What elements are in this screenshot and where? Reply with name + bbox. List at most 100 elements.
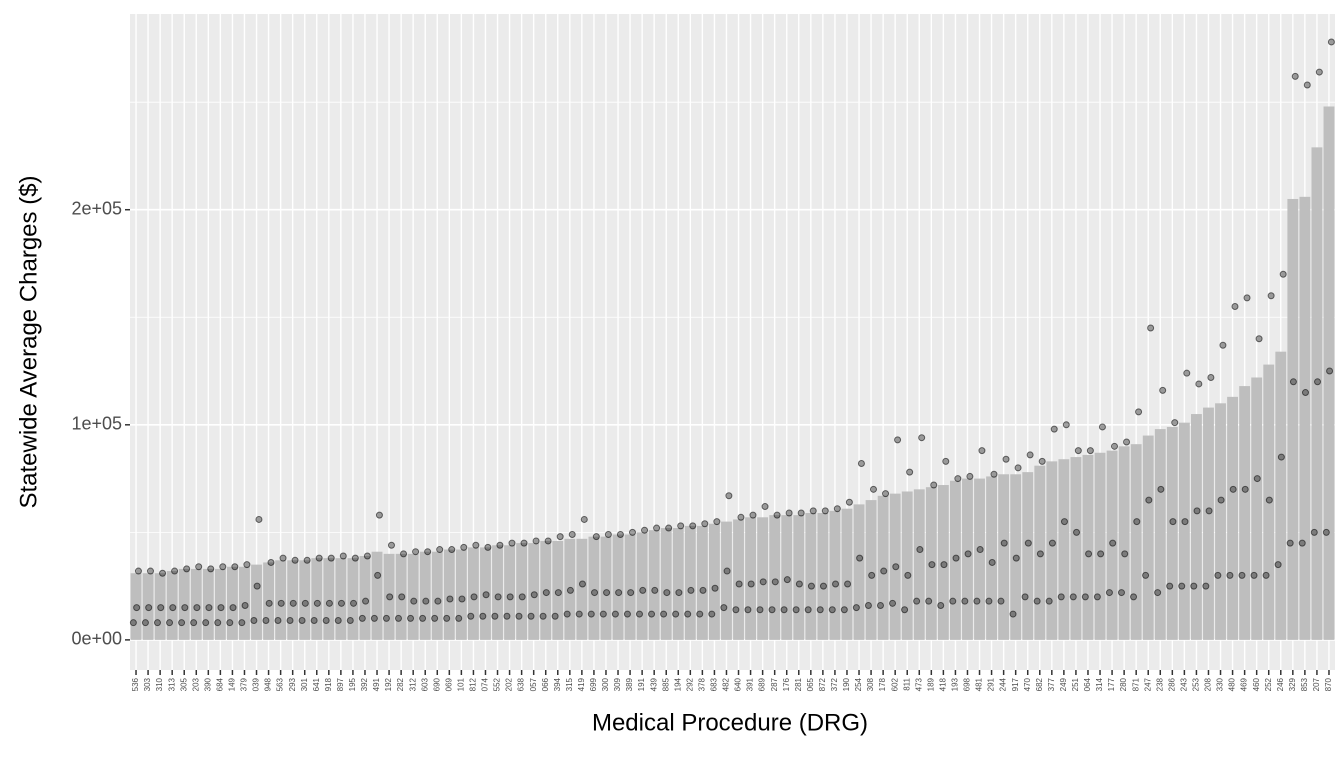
- x-tick-label: 243: [1179, 677, 1188, 691]
- bar: [1046, 461, 1058, 640]
- bar: [853, 504, 865, 640]
- point: [1117, 589, 1125, 597]
- bar: [431, 551, 443, 640]
- point: [735, 580, 743, 588]
- point: [780, 606, 788, 614]
- x-tick-label: 251: [1071, 677, 1080, 691]
- bar: [516, 543, 528, 640]
- point: [472, 541, 480, 549]
- point: [1219, 341, 1227, 349]
- x-tick-label: 552: [493, 677, 502, 691]
- point: [828, 606, 836, 614]
- x-tick-label: 470: [1023, 677, 1032, 691]
- point: [616, 530, 624, 538]
- point: [961, 597, 969, 605]
- x-tick-label: 812: [469, 677, 478, 691]
- point: [1226, 571, 1234, 579]
- bar: [937, 485, 949, 640]
- point: [821, 507, 829, 515]
- point: [1238, 571, 1246, 579]
- point: [575, 610, 583, 618]
- point: [1231, 303, 1239, 311]
- point: [952, 554, 960, 562]
- point: [744, 606, 752, 614]
- point: [804, 606, 812, 614]
- bar: [745, 517, 756, 640]
- point: [876, 601, 884, 609]
- bar: [383, 553, 395, 640]
- x-tick-label: 699: [589, 677, 598, 691]
- point: [1093, 593, 1101, 601]
- point: [387, 541, 395, 549]
- point: [1195, 380, 1203, 388]
- x-tick-label: 203: [191, 677, 200, 691]
- point: [568, 530, 576, 538]
- point: [370, 614, 378, 622]
- bar: [648, 530, 660, 640]
- point: [532, 537, 540, 545]
- bar: [564, 538, 576, 640]
- point: [400, 550, 408, 558]
- x-tick-label: 563: [276, 677, 285, 691]
- x-tick-label: 885: [661, 677, 670, 691]
- point: [1255, 335, 1263, 343]
- point: [277, 599, 285, 607]
- point: [795, 580, 803, 588]
- point: [1135, 408, 1143, 416]
- point: [496, 541, 504, 549]
- point: [214, 619, 222, 627]
- x-tick-label: 378: [697, 677, 706, 691]
- point: [840, 606, 848, 614]
- bar: [974, 478, 985, 640]
- point: [563, 610, 571, 618]
- x-tick-label: 101: [456, 677, 465, 691]
- point: [1267, 292, 1275, 300]
- point: [434, 597, 442, 605]
- bar: [323, 558, 335, 640]
- x-tick-label: 853: [1300, 677, 1309, 691]
- bar: [684, 525, 696, 640]
- point: [701, 520, 709, 528]
- point: [166, 619, 174, 627]
- point: [954, 475, 962, 483]
- bar: [263, 562, 274, 640]
- point: [1253, 475, 1261, 483]
- bar: [1118, 446, 1130, 640]
- x-tick-label: 310: [155, 677, 164, 691]
- point: [756, 606, 764, 614]
- point: [1274, 561, 1282, 569]
- point: [315, 554, 323, 562]
- point: [412, 548, 420, 556]
- x-tick-label: 177: [1107, 677, 1116, 691]
- bar: [443, 549, 455, 640]
- bar: [817, 512, 829, 640]
- point: [566, 586, 574, 594]
- bar: [901, 491, 913, 640]
- point: [857, 460, 865, 468]
- x-tick-label: 194: [673, 677, 682, 691]
- x-tick-label: 238: [1155, 677, 1164, 691]
- point: [443, 614, 451, 622]
- bar: [636, 532, 648, 640]
- x-tick-label: 281: [794, 677, 803, 691]
- point: [768, 606, 776, 614]
- x-tick-label: 193: [951, 677, 960, 691]
- point: [725, 492, 733, 500]
- point: [159, 569, 167, 577]
- x-tick-label: 308: [866, 677, 875, 691]
- point: [845, 498, 853, 506]
- point: [171, 567, 179, 575]
- point: [928, 561, 936, 569]
- point: [250, 617, 258, 625]
- point: [592, 533, 600, 541]
- point: [193, 604, 201, 612]
- x-tick-label: 291: [987, 677, 996, 691]
- point: [279, 554, 287, 562]
- x-tick-label: 202: [505, 677, 514, 691]
- point: [964, 550, 972, 558]
- point: [665, 524, 673, 532]
- bar: [709, 523, 720, 640]
- x-tick-label: 418: [938, 677, 947, 691]
- bar: [1191, 414, 1202, 640]
- point: [1314, 378, 1322, 386]
